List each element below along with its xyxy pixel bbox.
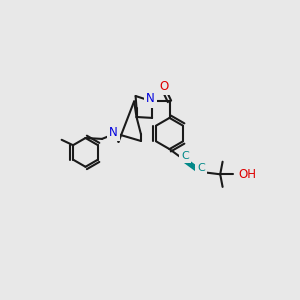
Text: C: C [197,163,205,173]
Text: OH: OH [238,168,256,181]
Text: O: O [160,80,169,93]
Text: N: N [109,125,118,139]
Text: N: N [146,92,155,106]
Text: C: C [181,151,189,161]
